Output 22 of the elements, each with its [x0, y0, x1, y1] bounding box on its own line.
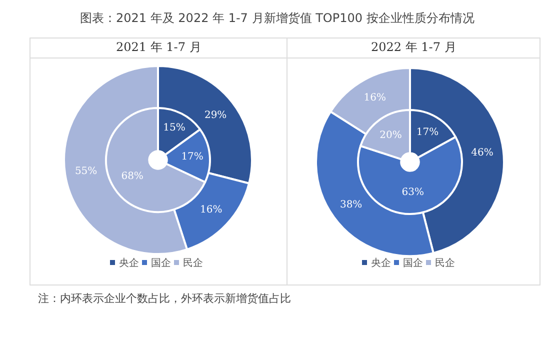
legend-label: 民企	[183, 257, 203, 269]
text: 图表：2021 年及 2022 年 1-7 月新增货值 TOP100 按企业性质分布情况	[80, 11, 474, 25]
chart-title: 2022 年 1-7 月	[371, 40, 456, 54]
legend-label: 国企	[151, 257, 171, 269]
data-label: 20%	[380, 130, 402, 142]
chart-title: 2021 年 1-7 月	[116, 40, 202, 54]
legend-label: 央企	[119, 257, 139, 269]
data-label: 17%	[416, 126, 439, 138]
data-label: 15%	[163, 122, 186, 134]
data-label: 63%	[402, 186, 424, 198]
data-label: 46%	[471, 147, 494, 158]
data-label: 16%	[200, 204, 222, 216]
legend-label: 民企	[435, 257, 455, 269]
data-label: 17%	[181, 151, 204, 162]
data-label: 38%	[340, 199, 362, 210]
legend-label: 央企	[371, 257, 391, 269]
legend-label: 国企	[403, 257, 423, 269]
text: 注：内环表示企业个数占比，外环表示新增货值占比	[38, 292, 291, 305]
data-label: 68%	[121, 170, 144, 182]
data-label: 29%	[204, 110, 227, 121]
data-label: 55%	[74, 166, 98, 177]
data-label: 16%	[364, 92, 386, 104]
